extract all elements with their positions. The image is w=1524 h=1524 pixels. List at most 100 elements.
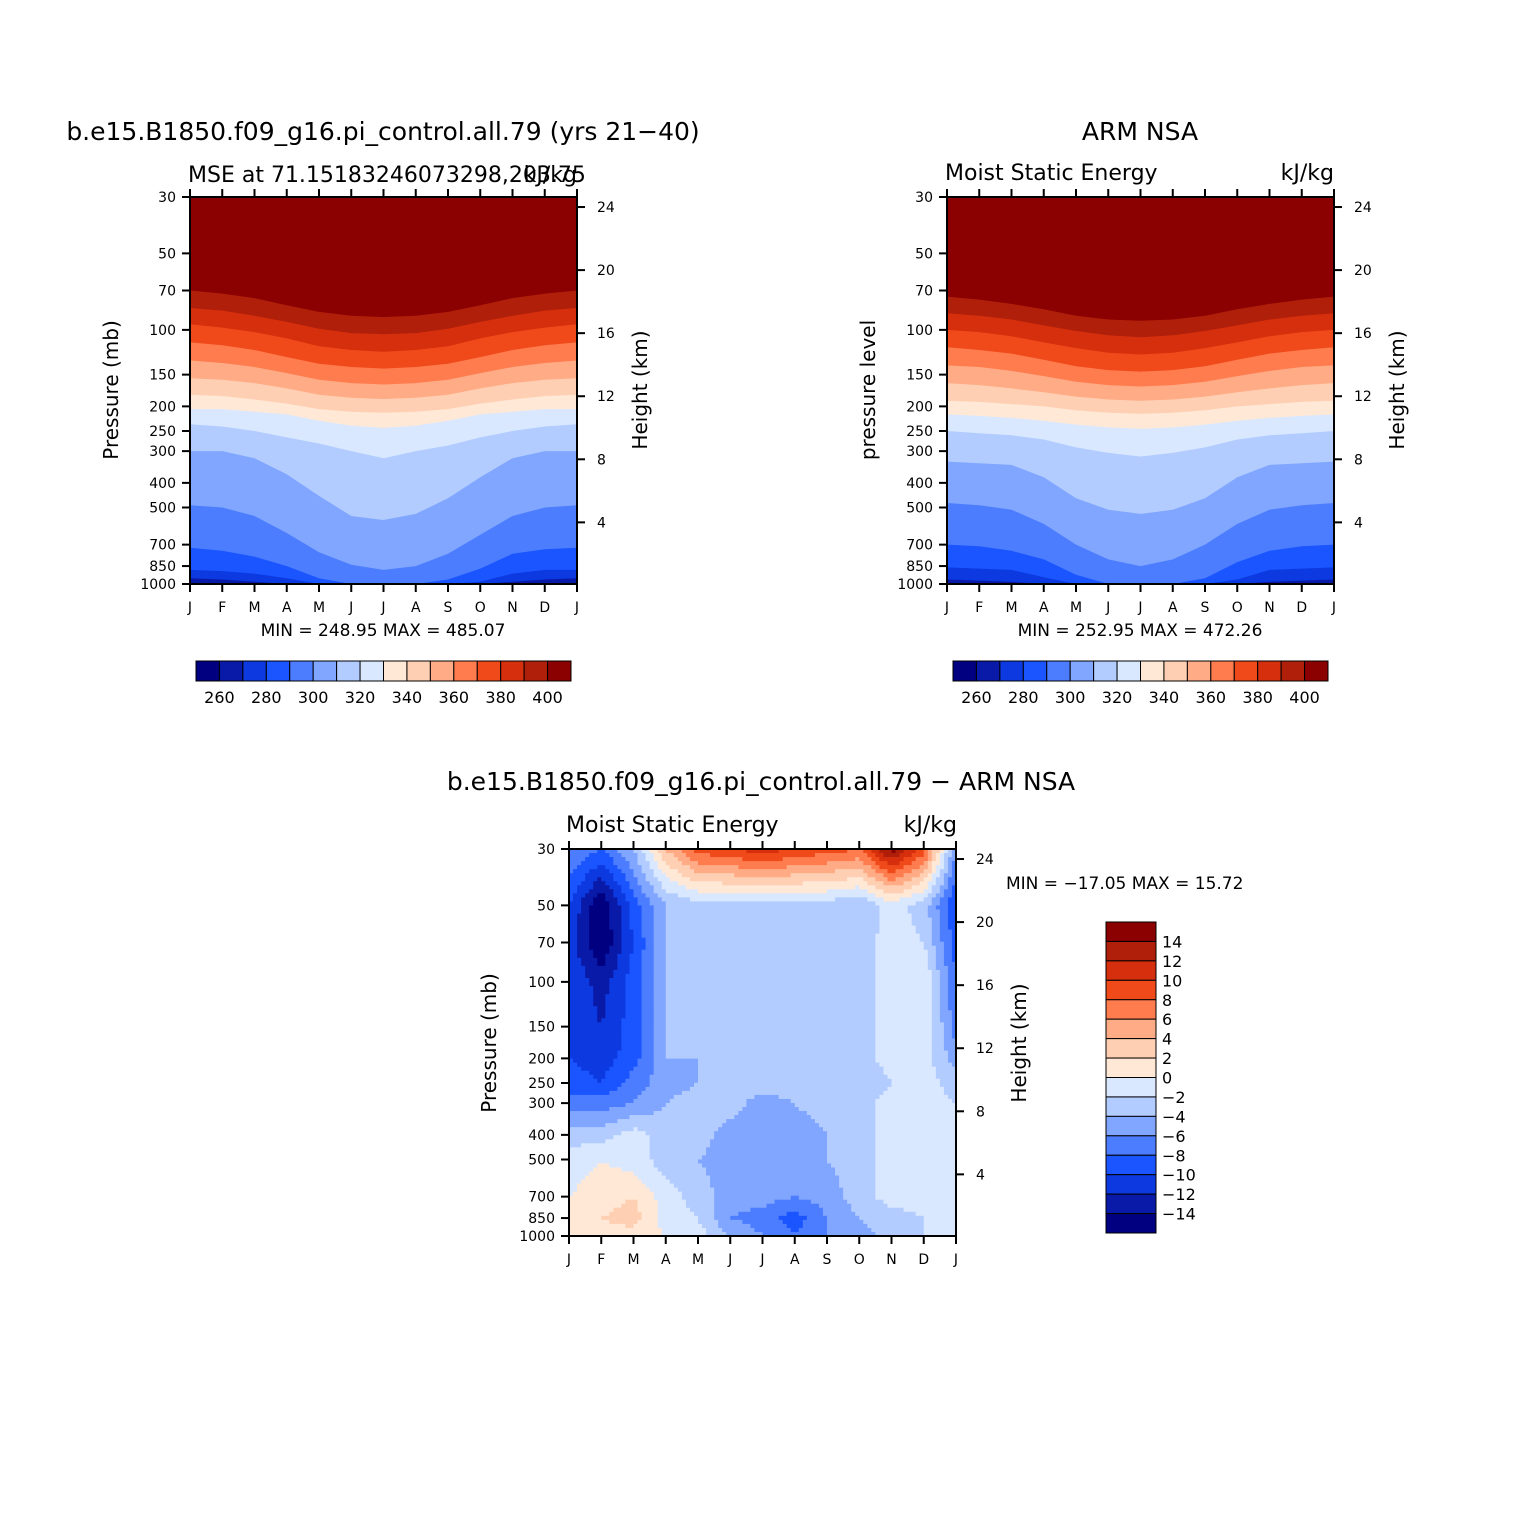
p3-cell: [798, 1022, 804, 1027]
p2-ytick-label: 150: [906, 368, 933, 384]
p3-cell: [637, 961, 643, 967]
p3-cell: [814, 1002, 820, 1007]
p3-cell: [863, 877, 868, 882]
p3-cell: [573, 901, 578, 907]
p3-cell: [859, 998, 864, 1003]
p1-xtick-label: N: [507, 600, 517, 616]
p3-cell: [814, 901, 820, 907]
p3-cell: [871, 973, 876, 979]
p3-cell: [718, 990, 723, 995]
p3-cell: [657, 953, 663, 959]
p3-cell: [617, 973, 623, 979]
p3-cell: [581, 1022, 586, 1027]
p3-cell: [637, 1006, 643, 1011]
p3-cell: [657, 1022, 663, 1027]
p3-cell: [879, 994, 885, 999]
p1-ytick-right-label: 24: [597, 200, 615, 216]
p3-cell: [669, 893, 675, 898]
p3-cell: [951, 913, 957, 919]
p3-cell: [887, 869, 893, 874]
p3-cell: [657, 913, 663, 919]
p3-cell: [665, 881, 671, 886]
p3-cell: [831, 982, 836, 987]
p3-cell: [746, 1014, 752, 1019]
p3-cell: [746, 853, 752, 858]
p3-cell: [802, 857, 808, 862]
p3-cell: [774, 978, 780, 983]
p3-cell: [730, 1022, 735, 1027]
p3-cell: [693, 893, 699, 898]
p3-cell: [863, 1022, 868, 1027]
p3-cell: [806, 945, 812, 951]
p3-cell: [782, 917, 788, 923]
p3-cell: [577, 961, 582, 967]
p3-cell: [943, 925, 949, 931]
p3-cell: [577, 933, 582, 939]
p3-cell: [818, 1002, 824, 1007]
p3-cell: [689, 893, 695, 898]
p3-cell: [943, 853, 949, 858]
p3-cell: [935, 1038, 941, 1044]
p3-cell: [734, 978, 739, 983]
p3-cell: [730, 941, 735, 947]
p3-cell: [685, 905, 691, 911]
p3-cell: [577, 1010, 582, 1015]
p3-cell: [786, 905, 792, 911]
p3-cell: [915, 861, 921, 866]
p3-cell: [689, 978, 695, 983]
p2-xtick-label: J: [1105, 600, 1110, 616]
p3-cell: [621, 990, 627, 995]
p3-cell: [798, 945, 804, 951]
p3-cell: [657, 969, 663, 975]
p3-cell: [710, 937, 715, 943]
p3-cell: [806, 998, 812, 1003]
p3-cell: [774, 949, 780, 955]
p3-cell: [782, 969, 788, 975]
p3-cell: [810, 994, 816, 999]
p3-cell: [839, 1006, 844, 1011]
p3-cell: [927, 897, 933, 903]
p3-cell: [907, 877, 913, 882]
p3-cell: [855, 857, 860, 862]
p3-cell: [597, 857, 602, 862]
p3-cell: [851, 921, 856, 927]
p3-cell: [895, 853, 901, 858]
p3-cell: [661, 1034, 667, 1040]
p3-cell: [875, 978, 881, 983]
p3-cell: [754, 893, 760, 898]
p3-cell: [577, 881, 582, 886]
p3-cell: [617, 937, 623, 943]
p3-cell: [778, 1038, 784, 1044]
p3-cell: [875, 917, 881, 923]
p3-cell: [919, 1018, 925, 1023]
p3-cell: [685, 865, 691, 870]
p3-cell: [581, 969, 586, 975]
p3-cell: [770, 1010, 776, 1015]
p3-cell: [641, 1042, 647, 1048]
p3-cell: [698, 925, 703, 931]
p3-cell: [851, 869, 856, 874]
p3-cell: [645, 978, 651, 983]
p3-cell: [645, 1034, 651, 1040]
p3-cell: [847, 986, 852, 991]
p3-cell: [665, 1006, 671, 1011]
p3-cell: [693, 961, 699, 967]
p3-cell: [806, 937, 812, 943]
p2-ytick-right-label: 16: [1354, 326, 1372, 342]
p3-cell: [762, 921, 768, 927]
p3-cell: [585, 949, 590, 955]
p3-cell: [726, 901, 731, 907]
p3-cell: [633, 1006, 639, 1011]
p3-cell: [770, 965, 776, 971]
p3-cell: [722, 925, 727, 931]
p3-cell: [742, 849, 747, 854]
p3-cell: [621, 905, 627, 911]
p3-cell: [798, 1018, 804, 1023]
p3-cell: [621, 909, 627, 915]
p3-cell: [915, 873, 921, 878]
p3-cell: [891, 901, 897, 907]
p3-cell: [887, 865, 893, 870]
p3-cell: [951, 873, 957, 878]
p3-cell: [855, 893, 860, 898]
p3-cell: [867, 978, 872, 983]
